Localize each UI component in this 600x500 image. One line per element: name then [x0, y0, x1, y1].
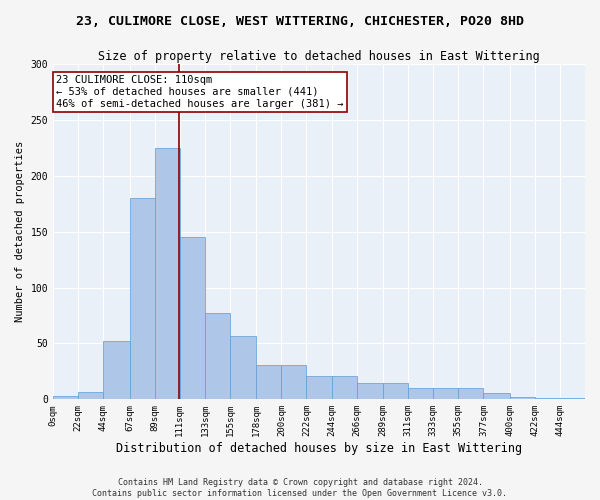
X-axis label: Distribution of detached houses by size in East Wittering: Distribution of detached houses by size … — [116, 442, 522, 455]
Bar — [130, 198, 155, 400]
Bar — [560, 398, 585, 400]
Bar — [383, 382, 408, 400]
Bar — [535, 398, 560, 400]
Bar — [484, 392, 509, 400]
Bar — [433, 388, 458, 400]
Y-axis label: Number of detached properties: Number of detached properties — [15, 141, 25, 322]
Bar — [155, 148, 180, 400]
Bar — [256, 364, 281, 400]
Bar — [356, 382, 383, 400]
Bar — [205, 314, 230, 400]
Bar — [230, 336, 256, 400]
Bar — [180, 238, 205, 400]
Bar — [332, 376, 356, 400]
Bar — [307, 376, 332, 400]
Bar — [78, 392, 103, 400]
Bar — [408, 388, 433, 400]
Title: Size of property relative to detached houses in East Wittering: Size of property relative to detached ho… — [98, 50, 540, 63]
Text: 23, CULIMORE CLOSE, WEST WITTERING, CHICHESTER, PO20 8HD: 23, CULIMORE CLOSE, WEST WITTERING, CHIC… — [76, 15, 524, 28]
Bar — [281, 364, 307, 400]
Bar — [458, 388, 484, 400]
Bar — [53, 396, 78, 400]
Bar — [103, 341, 130, 400]
Bar — [509, 397, 535, 400]
Text: Contains HM Land Registry data © Crown copyright and database right 2024.
Contai: Contains HM Land Registry data © Crown c… — [92, 478, 508, 498]
Text: 23 CULIMORE CLOSE: 110sqm
← 53% of detached houses are smaller (441)
46% of semi: 23 CULIMORE CLOSE: 110sqm ← 53% of detac… — [56, 76, 344, 108]
